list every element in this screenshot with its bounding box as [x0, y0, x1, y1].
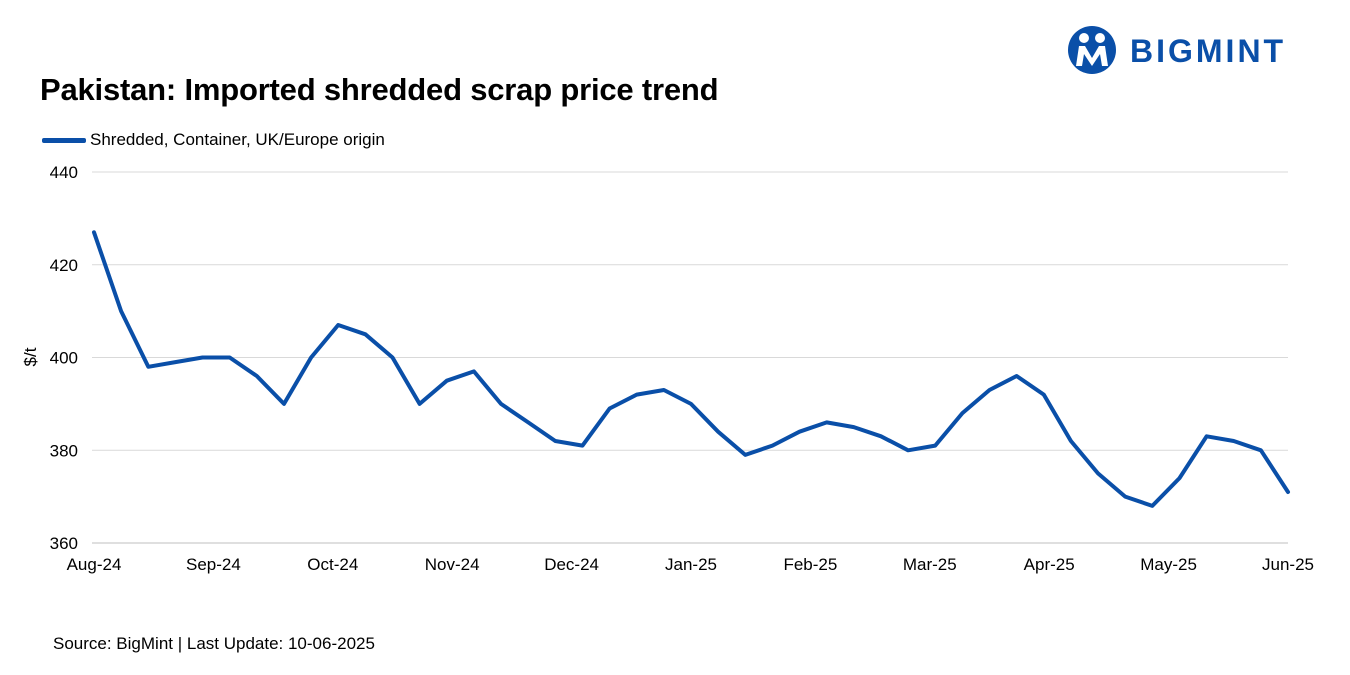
legend-swatch	[42, 137, 86, 143]
x-tick-label: Nov-24	[425, 555, 480, 574]
series-line	[92, 230, 1290, 508]
x-tick-label: Dec-24	[544, 555, 599, 574]
gridlines	[92, 171, 1288, 544]
x-tick-label: May-25	[1140, 555, 1197, 574]
legend-label: Shredded, Container, UK/Europe origin	[90, 130, 385, 149]
bigmint-people-icon	[1068, 26, 1116, 74]
x-tick-label: Mar-25	[903, 555, 957, 574]
y-tick-label: 400	[50, 349, 78, 368]
legend: Shredded, Container, UK/Europe origin	[42, 129, 385, 151]
y-tick-label: 360	[50, 534, 78, 553]
x-axis-ticks: Aug-24 Sep-24 Oct-24 Nov-24 Dec-24 Jan-25 Feb-…	[67, 555, 1314, 574]
x-tick-label: Sep-24	[186, 555, 241, 574]
bigmint-logo: BIGMINT	[1066, 22, 1336, 78]
x-tick-label: Jan-25	[665, 555, 717, 574]
y-tick-label: 420	[50, 256, 78, 275]
y-tick-label: 440	[50, 163, 78, 182]
x-tick-label: Aug-24	[67, 555, 122, 574]
chart-title: Pakistan: Imported shredded scrap price …	[40, 72, 719, 107]
x-tick-label: Oct-24	[307, 555, 358, 574]
y-axis-label: $/t	[21, 347, 40, 366]
source-note: Source: BigMint | Last Update: 10-06-202…	[53, 634, 375, 653]
x-tick-label: Jun-25	[1262, 555, 1314, 574]
y-axis-ticks: 360 380 400 420 440	[50, 163, 78, 553]
y-tick-label: 380	[50, 441, 78, 460]
x-tick-label: Apr-25	[1024, 555, 1075, 574]
logo-text: BIGMINT	[1130, 33, 1287, 69]
x-tick-label: Feb-25	[783, 555, 837, 574]
